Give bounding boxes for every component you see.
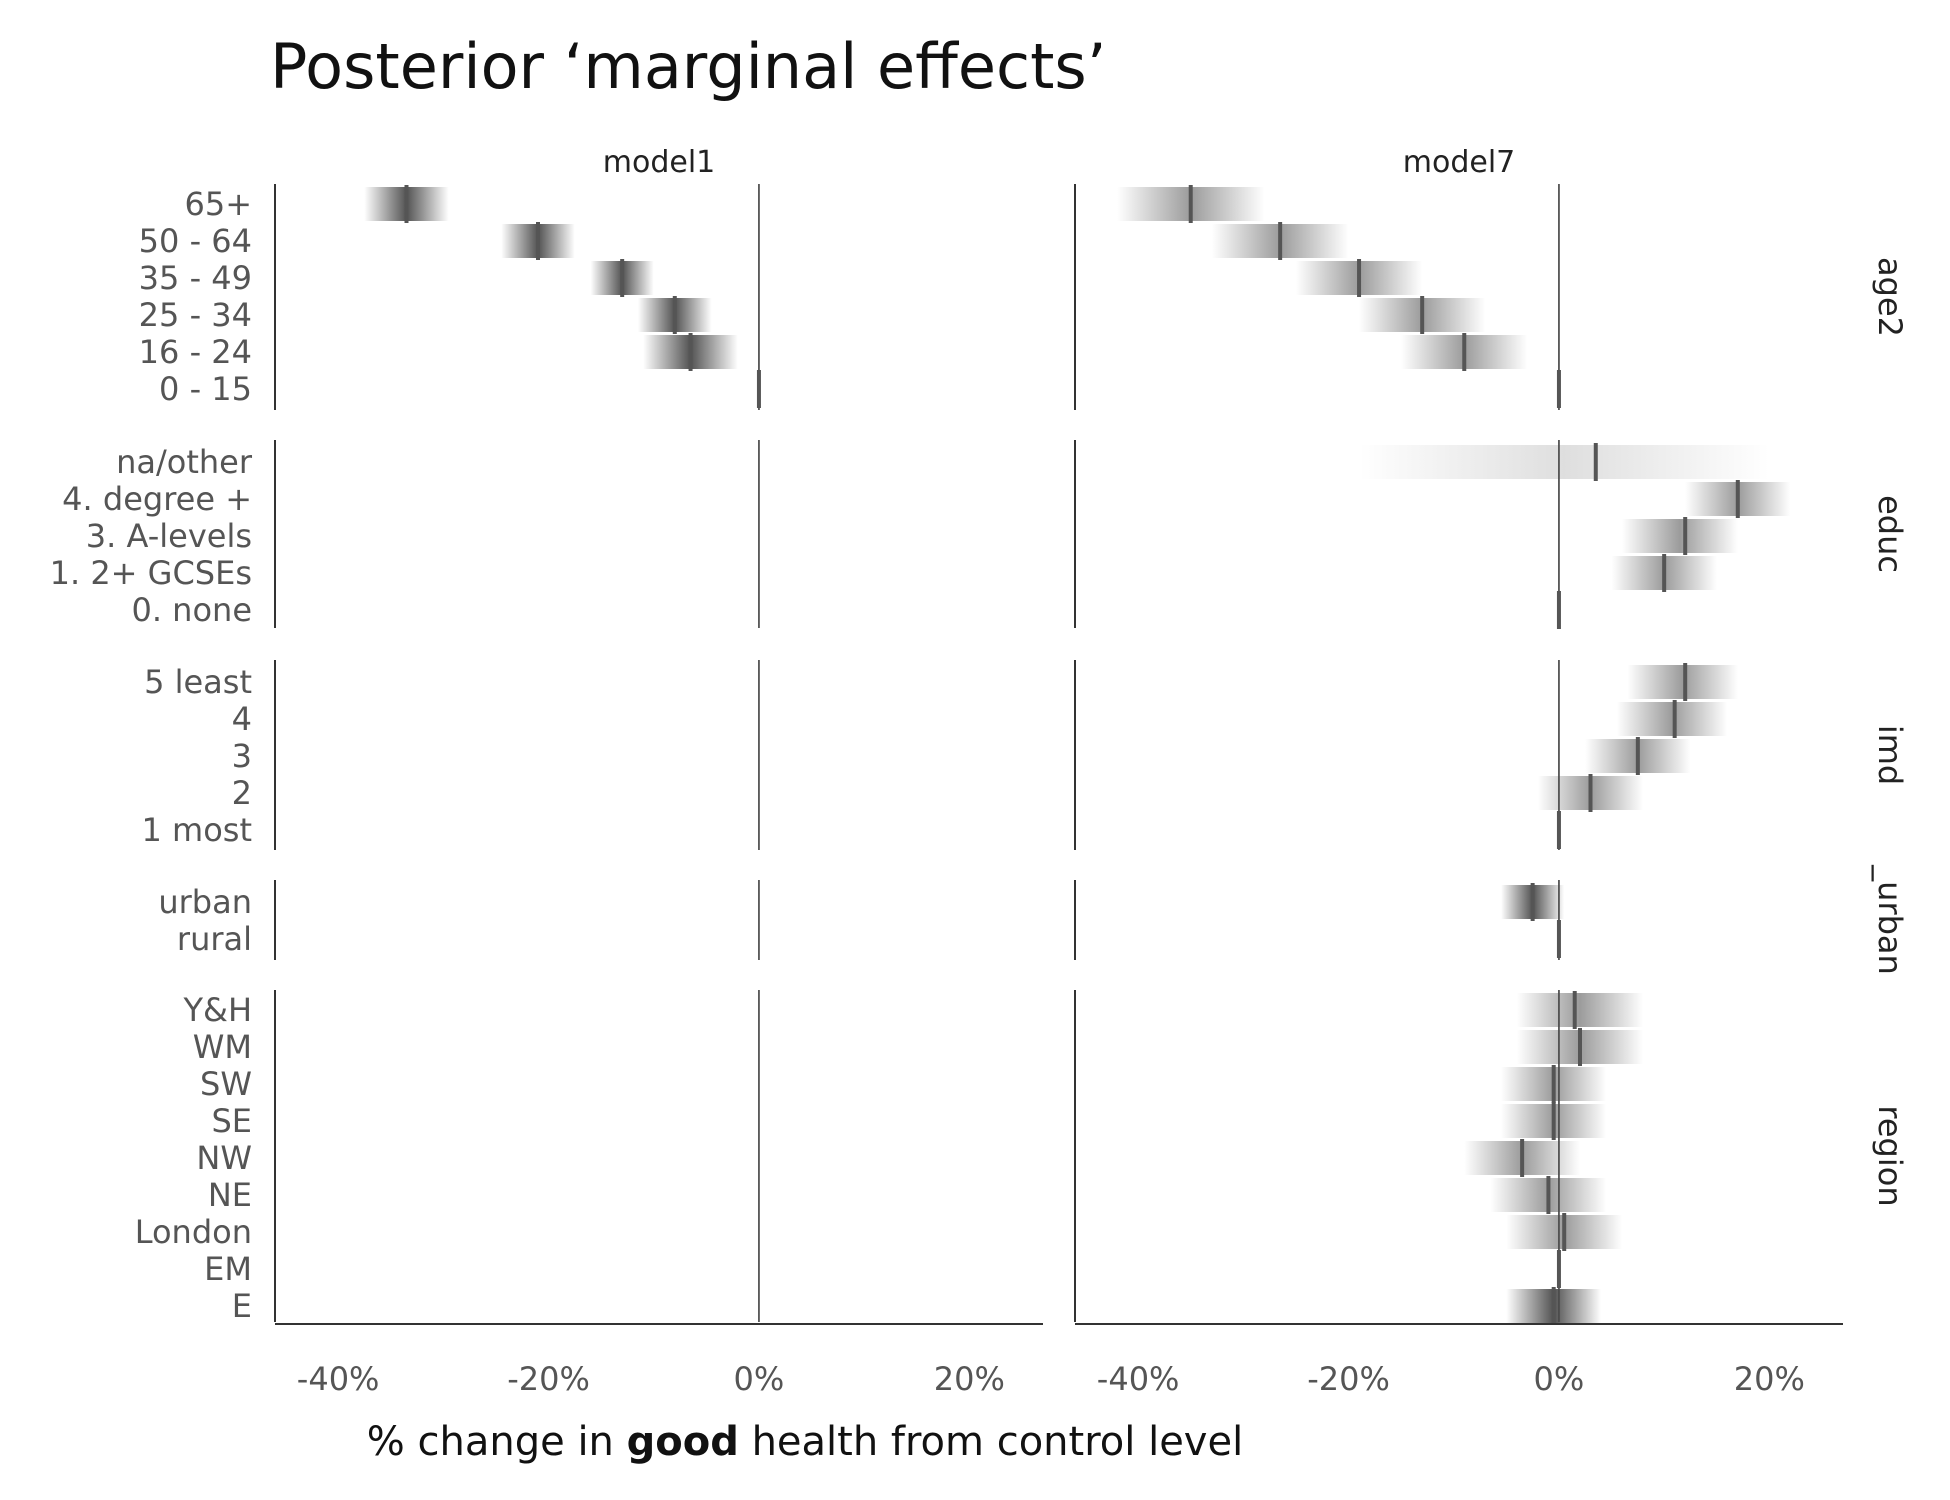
y-tick-label: WM bbox=[193, 1028, 252, 1066]
y-tick-label: Y&H bbox=[182, 991, 252, 1029]
y-tick-label: 4 bbox=[232, 700, 252, 738]
panel-title-model1: model1 bbox=[603, 145, 716, 180]
x-axis-title-part: health from control level bbox=[739, 1419, 1243, 1465]
x-axis-layer: -40% -20% 0% 20% -40% -20% 0% 20% bbox=[275, 1323, 1843, 1398]
x-axis-title: % change in good health from control lev… bbox=[367, 1419, 1243, 1465]
y-tick-label: 0. none bbox=[131, 591, 252, 629]
y-tick-label: urban bbox=[158, 883, 252, 921]
y-tick-label: SW bbox=[200, 1065, 252, 1103]
y-tick-label: SE bbox=[211, 1102, 252, 1140]
y-tick-label: 3. A-levels bbox=[86, 517, 252, 555]
y-tick-label: 65+ bbox=[184, 185, 252, 223]
x-tick-label: 20% bbox=[934, 1360, 1005, 1398]
interval-band bbox=[1627, 665, 1738, 699]
interval-band bbox=[1516, 993, 1644, 1027]
interval-band bbox=[1359, 445, 1770, 479]
x-axis-title-part: % change in bbox=[367, 1419, 627, 1465]
interval-band bbox=[1622, 519, 1738, 553]
y-tick-label: E bbox=[232, 1287, 252, 1325]
x-axis-title-bold: good bbox=[627, 1419, 739, 1465]
facet-strip-region: region bbox=[1871, 1105, 1909, 1206]
facet-strip-urban: _urban bbox=[1871, 864, 1909, 975]
panel-title-model7: model7 bbox=[1403, 145, 1516, 180]
x-tick-label: -20% bbox=[1307, 1360, 1390, 1398]
facet-strip-age2: age2 bbox=[1871, 257, 1909, 337]
y-tick-label: NW bbox=[196, 1139, 252, 1177]
y-tick-label: 0 - 15 bbox=[159, 370, 252, 408]
y-tick-label: na/other bbox=[116, 443, 253, 481]
y-tick-label: 35 - 49 bbox=[139, 259, 252, 297]
x-tick-label: -40% bbox=[1097, 1360, 1180, 1398]
chart-title: Posterior ‘marginal effects’ bbox=[270, 30, 1106, 103]
x-tick-label: -20% bbox=[507, 1360, 590, 1398]
x-tick-label: 20% bbox=[1734, 1360, 1805, 1398]
x-tick-label: 0% bbox=[1534, 1360, 1585, 1398]
y-tick-label: NE bbox=[208, 1176, 252, 1214]
x-tick-label: -40% bbox=[297, 1360, 380, 1398]
y-tick-label: 4. degree + bbox=[62, 480, 252, 518]
y-tick-label: 50 - 64 bbox=[139, 222, 252, 260]
y-tick-label: rural bbox=[177, 920, 252, 958]
interval-band bbox=[1616, 702, 1728, 736]
y-tick-label: 2 bbox=[232, 774, 252, 812]
y-tick-label: 1 most bbox=[142, 811, 253, 849]
facet-strip-imd: imd bbox=[1871, 725, 1909, 785]
y-tick-label: 3 bbox=[232, 737, 252, 775]
y-tick-label: 25 - 34 bbox=[139, 296, 252, 334]
panels-layer: model1 model7 bbox=[274, 145, 1791, 1325]
y-tick-label: London bbox=[135, 1213, 252, 1251]
facet-strip-educ: educ bbox=[1871, 495, 1909, 573]
y-tick-label: EM bbox=[204, 1250, 252, 1288]
y-tick-label: 1. 2+ GCSEs bbox=[50, 554, 252, 592]
y-tick-label: 16 - 24 bbox=[139, 333, 252, 371]
y-tick-label: 5 least bbox=[144, 663, 252, 701]
x-tick-label: 0% bbox=[734, 1360, 785, 1398]
